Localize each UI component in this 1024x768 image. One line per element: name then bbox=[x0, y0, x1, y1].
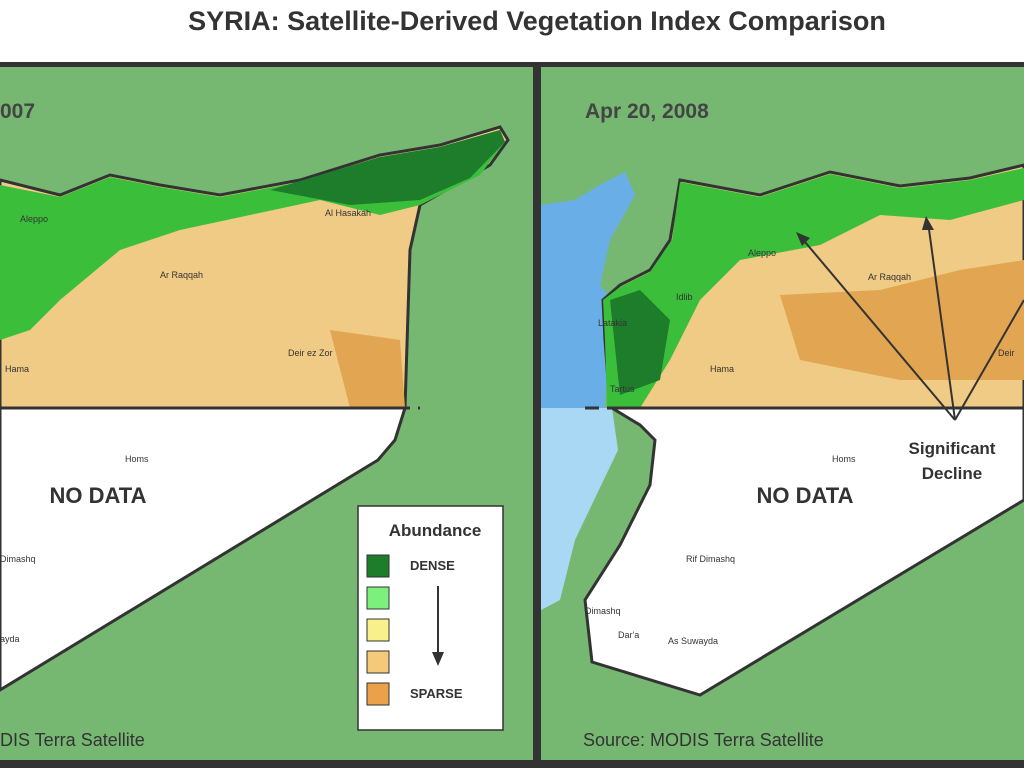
place-label: ayda bbox=[0, 634, 20, 644]
annotation: Decline bbox=[922, 464, 982, 483]
legend-dense: DENSE bbox=[410, 558, 455, 573]
source-label: DIS Terra Satellite bbox=[0, 730, 145, 750]
place-label: Aleppo bbox=[20, 214, 48, 224]
place-label: As Suwayda bbox=[668, 636, 718, 646]
title: SYRIA: Satellite-Derived Vegetation Inde… bbox=[188, 6, 886, 36]
annotation: Significant bbox=[909, 439, 996, 458]
place-label: Latakia bbox=[598, 318, 627, 328]
place-label: Idlib bbox=[676, 292, 693, 302]
source-label: Source: MODIS Terra Satellite bbox=[583, 730, 824, 750]
place-label: Dimashq bbox=[0, 554, 36, 564]
right-panel: Apr 20, 2008 Aleppo Idlib Latakia Tartus… bbox=[541, 67, 1024, 760]
place-label: Tartus bbox=[610, 384, 635, 394]
legend: Abundance DENSE SPARSE bbox=[357, 505, 504, 731]
place-label: Rif Dimashq bbox=[686, 554, 735, 564]
date-label: 007 bbox=[0, 100, 35, 123]
decline-arrows bbox=[799, 221, 1024, 421]
legend-title: Abundance bbox=[389, 521, 482, 540]
place-label: Deir bbox=[998, 348, 1015, 358]
place-label: Hama bbox=[5, 364, 29, 374]
place-label: Homs bbox=[125, 454, 149, 464]
place-label: Al Hasakah bbox=[325, 208, 371, 218]
no-data-label: NO DATA bbox=[757, 483, 854, 508]
place-label: Aleppo bbox=[748, 248, 776, 258]
place-label: Ar Raqqah bbox=[160, 270, 203, 280]
place-label: Dar'a bbox=[618, 630, 639, 640]
place-label: Deir ez Zor bbox=[288, 348, 333, 358]
no-data-label: NO DATA bbox=[50, 483, 147, 508]
date-label: Apr 20, 2008 bbox=[585, 100, 709, 123]
legend-sparse: SPARSE bbox=[410, 686, 463, 701]
place-label: Homs bbox=[832, 454, 856, 464]
place-label: Dimashq bbox=[585, 606, 621, 616]
left-panel: 007 Al Hasakah Aleppo Ar Raqqah Deir ez … bbox=[0, 67, 533, 760]
place-label: Hama bbox=[710, 364, 734, 374]
place-label: Ar Raqqah bbox=[868, 272, 911, 282]
